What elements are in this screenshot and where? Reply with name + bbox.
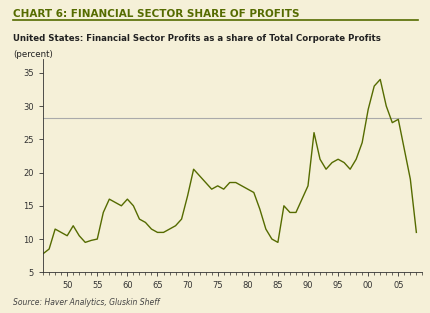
Text: Source: Haver Analytics, Gluskin Sheff: Source: Haver Analytics, Gluskin Sheff (13, 298, 159, 307)
Text: CHART 6: FINANCIAL SECTOR SHARE OF PROFITS: CHART 6: FINANCIAL SECTOR SHARE OF PROFI… (13, 9, 299, 19)
Text: United States: Financial Sector Profits as a share of Total Corporate Profits: United States: Financial Sector Profits … (13, 34, 380, 44)
Text: (percent): (percent) (13, 50, 52, 59)
